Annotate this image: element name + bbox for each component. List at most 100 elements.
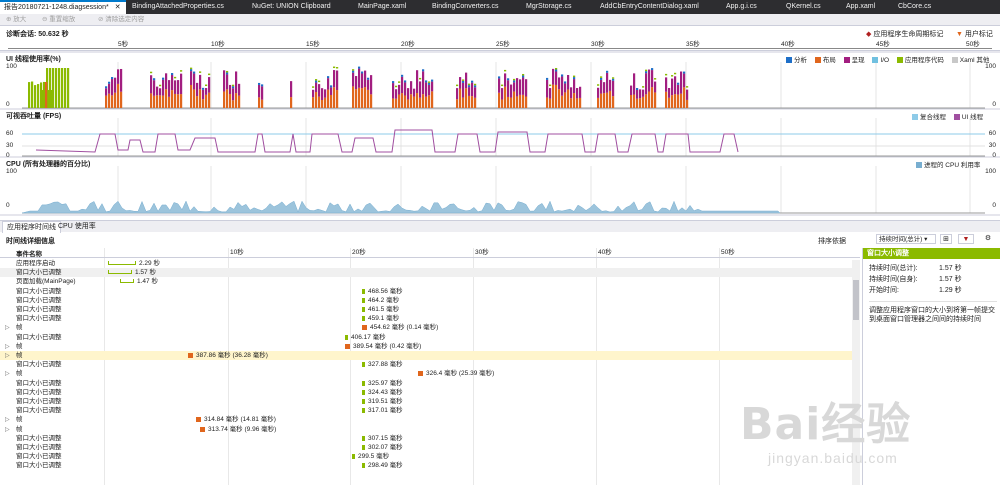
vertical-scrollbar[interactable] xyxy=(852,260,860,485)
ui-usage-bar-segment xyxy=(462,97,465,108)
ui-usage-bar-segment xyxy=(315,82,318,93)
tab-mainpage-xaml[interactable]: MainPage.xaml xyxy=(358,3,407,10)
table-row[interactable]: 窗口大小已调整 468.56 毫秒 xyxy=(0,287,852,296)
event-duration-bar[interactable] xyxy=(362,408,365,414)
tab-app-xaml[interactable]: App.xaml xyxy=(846,3,876,10)
expand-icon[interactable]: ▷ xyxy=(5,343,10,350)
table-row[interactable]: 应用程序启动 2.29 秒 xyxy=(0,259,852,268)
tab-binding-converters[interactable]: BindingConverters.cs xyxy=(432,3,499,10)
event-duration-bar[interactable] xyxy=(196,417,201,423)
table-row[interactable]: ▷ 帧 326.4 毫秒 (25.39 毫秒) xyxy=(0,369,852,378)
event-duration-bar[interactable] xyxy=(362,288,365,294)
ui-usage-bar-segment xyxy=(318,80,321,83)
ui-usage-bar-segment xyxy=(156,95,159,108)
tab-nuget[interactable]: NuGet: UNION Clipboard xyxy=(252,3,331,10)
table-row[interactable]: 窗口大小已调整 327.88 毫秒 xyxy=(0,360,852,369)
table-row[interactable]: 窗口大小已调整 307.15 毫秒 xyxy=(0,434,852,443)
table-row[interactable]: 窗口大小已调整 324.43 毫秒 xyxy=(0,388,852,397)
ui-usage-bar-segment xyxy=(633,73,636,95)
event-duration-bar[interactable] xyxy=(362,463,365,469)
zoom-in-button[interactable]: ⊕ 放大 xyxy=(6,15,26,25)
filter-icon[interactable]: ▼ xyxy=(958,234,974,244)
ui-usage-bar-segment xyxy=(651,68,654,71)
table-row[interactable]: 窗口大小已调整 459.1 毫秒 xyxy=(0,314,852,323)
table-row[interactable]: ▷ 帧 454.62 毫秒 (0.14 毫秒) xyxy=(0,323,852,332)
ui-usage-bar-segment xyxy=(422,94,425,108)
event-duration-bar[interactable] xyxy=(200,426,205,432)
event-duration-bar[interactable] xyxy=(362,445,365,450)
expand-icon[interactable]: ▷ xyxy=(5,325,10,332)
tab-cpu-usage[interactable]: CPU 使用率 xyxy=(58,223,96,230)
ui-usage-bar-segment xyxy=(525,96,528,108)
gear-icon[interactable]: ⚙ xyxy=(982,234,994,244)
table-row[interactable]: 窗口大小已调整 298.49 毫秒 xyxy=(0,461,852,470)
table-row[interactable]: ▷ 帧 314.84 毫秒 (14.81 毫秒) xyxy=(0,415,852,424)
event-duration-bar[interactable] xyxy=(352,454,355,460)
table-row[interactable]: 窗口大小已调整 1.57 秒 xyxy=(0,268,852,278)
tab-app-g-i[interactable]: App.g.i.cs xyxy=(726,3,757,10)
tab-binding-attached[interactable]: BindingAttachedProperties.cs xyxy=(132,3,224,10)
table-row[interactable]: 窗口大小已调整 319.51 毫秒 xyxy=(0,397,852,406)
event-duration-bar[interactable] xyxy=(108,270,132,275)
tab-cbcore[interactable]: CbCore.cs xyxy=(898,3,932,10)
diamond-icon: ◆ xyxy=(866,31,872,38)
tab-mgrstorage[interactable]: MgrStorage.cs xyxy=(526,3,572,10)
table-row[interactable]: 窗口大小已调整 464.2 毫秒 xyxy=(0,296,852,305)
event-duration-bar[interactable] xyxy=(108,261,136,265)
event-duration-bar[interactable] xyxy=(362,399,365,404)
ui-usage-bar-segment xyxy=(516,96,519,108)
ui-usage-bar-segment xyxy=(612,78,615,81)
tab-diagsession[interactable]: 报告20180721-1248.diagsession* ✕ xyxy=(0,0,126,14)
event-duration-bar[interactable] xyxy=(362,389,365,395)
event-duration-bar[interactable] xyxy=(345,343,350,349)
graphs-canvas[interactable] xyxy=(0,0,1000,220)
table-row[interactable]: ▷ 帧 313.74 毫秒 (9.96 毫秒) xyxy=(0,425,852,434)
close-icon[interactable]: ✕ xyxy=(114,4,121,11)
event-duration-bar[interactable] xyxy=(362,297,365,303)
ui-usage-bar-segment xyxy=(199,71,202,73)
tab-qkernel[interactable]: QKernel.cs xyxy=(786,3,821,10)
event-duration-bar[interactable] xyxy=(362,325,367,331)
ui-usage-bar-segment xyxy=(312,89,315,98)
event-duration-bar[interactable] xyxy=(362,316,365,322)
event-duration-bar[interactable] xyxy=(362,435,365,441)
table-row[interactable]: 窗口大小已调整 317.01 毫秒 xyxy=(0,406,852,415)
table-row[interactable]: ▷ 帧 387.86 毫秒 (36.28 毫秒) xyxy=(0,351,852,360)
tab-addcbentry[interactable]: AddCbEntryContentDialog.xaml xyxy=(600,3,699,10)
expand-icon[interactable]: ▷ xyxy=(5,426,10,433)
event-duration-bar[interactable] xyxy=(188,353,193,358)
legend-item-xaml-other: Xaml 其他 xyxy=(951,57,989,64)
event-duration-bar[interactable] xyxy=(362,362,365,368)
table-row[interactable]: 窗口大小已调整 461.5 毫秒 xyxy=(0,305,852,314)
ui-usage-bar-segment xyxy=(468,83,471,86)
event-duration-bar[interactable] xyxy=(362,380,365,386)
ui-usage-bar-segment xyxy=(422,71,425,95)
expand-icon[interactable]: ▷ xyxy=(5,417,10,424)
scrollbar-thumb[interactable] xyxy=(853,280,859,320)
ui-usage-bar-segment xyxy=(238,95,241,108)
tab-app-timeline[interactable]: 应用程序时间线 xyxy=(2,221,61,233)
table-row[interactable]: 窗口大小已调整 325.97 毫秒 xyxy=(0,379,852,388)
clear-selection-button[interactable]: ⊘ 清除选定内容 xyxy=(98,15,144,25)
ui-usage-bar-segment xyxy=(105,86,108,89)
details-description: 调整应用程序窗口的大小到将第一帧提交到桌面窗口管理器之间间的持续时间 xyxy=(869,301,997,324)
event-name-column-header[interactable]: 事件名称 xyxy=(16,251,42,258)
group-icon[interactable]: ⊞ xyxy=(940,234,952,244)
event-duration-bar[interactable] xyxy=(418,371,423,377)
expand-icon[interactable]: ▷ xyxy=(5,371,10,378)
session-ruler[interactable]: 诊断会话: 50.632 秒 ◆ 应用程序生命周期标记 ▼ 用户标记 5秒 10… xyxy=(0,27,1000,51)
expand-icon[interactable]: ▷ xyxy=(5,353,10,359)
event-duration-bar[interactable] xyxy=(362,307,365,312)
legend-item-io: I/O xyxy=(872,57,889,64)
reset-zoom-button[interactable]: ⊖ 重置缩放 xyxy=(42,15,75,25)
table-row[interactable]: 窗口大小已调整 299.5 毫秒 xyxy=(0,452,852,461)
ui-usage-bar-segment xyxy=(180,94,183,108)
event-duration-bar[interactable] xyxy=(345,334,348,340)
table-row[interactable]: 窗口大小已调整 302.07 毫秒 xyxy=(0,443,852,452)
event-duration-bar[interactable] xyxy=(120,279,134,284)
table-row[interactable]: 页面加载(MainPage) 1.47 秒 xyxy=(0,277,852,286)
ui-usage-bar-segment xyxy=(683,87,686,108)
table-row[interactable]: ▷ 帧 389.54 毫秒 (0.42 毫秒) xyxy=(0,342,852,351)
sort-by-select[interactable]: 持续时间(总计) ▾ xyxy=(876,234,936,244)
table-row[interactable]: 窗口大小已调整 406.17 毫秒 xyxy=(0,333,852,342)
